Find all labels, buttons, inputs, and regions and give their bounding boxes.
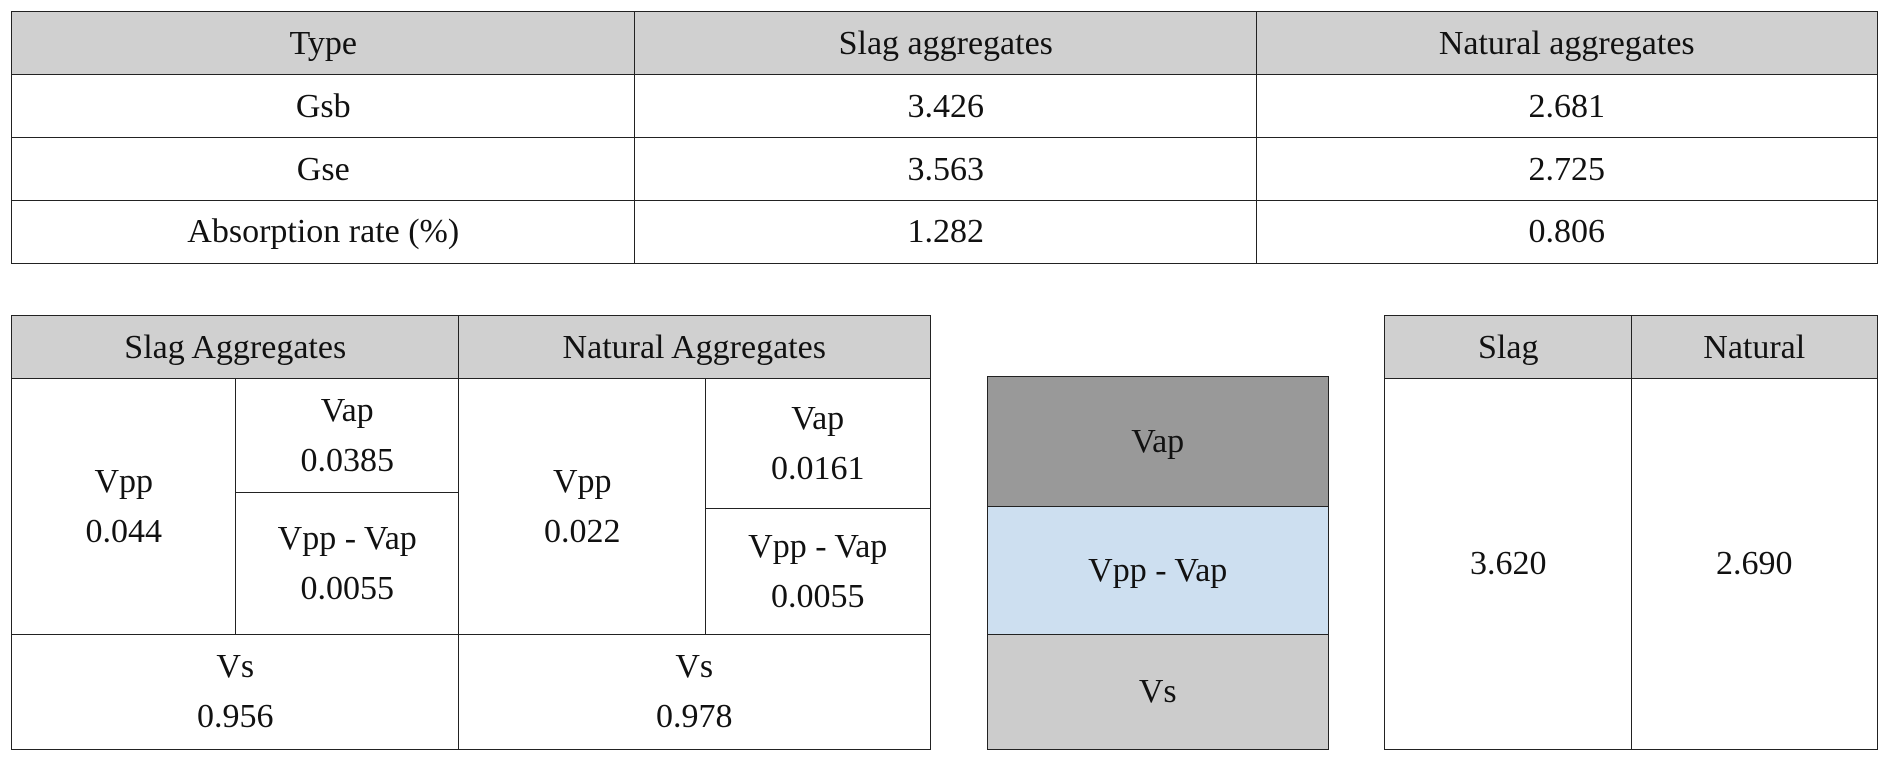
header-cell: Slag: [1384, 315, 1633, 380]
cell-text: Type: [289, 24, 358, 62]
cell-text: Vs: [216, 648, 255, 686]
header-cell: Slag aggregates: [634, 11, 1258, 76]
cell-text: 3.563: [907, 150, 985, 188]
cell-text: Gse: [296, 150, 350, 188]
cell-text: Vpp: [94, 463, 154, 501]
cell-text: Vpp - Vap: [748, 528, 888, 566]
header-cell: Natural Aggregates: [458, 315, 931, 380]
cell-text: Vap: [791, 400, 845, 438]
cell-text: Vap: [320, 392, 374, 430]
table-cell: Vpp - Vap 0.0055: [235, 492, 460, 636]
cell-text: 2.681: [1528, 87, 1606, 125]
table-cell: Gse: [11, 137, 636, 202]
table-cell: Gsb: [11, 74, 636, 139]
cell-text: 0.806: [1528, 213, 1606, 251]
cell-text: 3.620: [1470, 545, 1547, 583]
table-cell: 3.426: [634, 74, 1258, 139]
table-cell: 2.690: [1631, 378, 1878, 750]
table-cell: 3.563: [634, 137, 1258, 202]
header-cell: Natural aggregates: [1256, 11, 1878, 76]
header-cell: Type: [11, 11, 636, 76]
cell-text: 0.044: [85, 512, 163, 550]
cell-text: Vs: [675, 648, 714, 686]
table-cell: 1.282: [634, 200, 1258, 264]
diagram-layer: Vpp - Vap: [987, 506, 1329, 636]
cell-text: Slag Aggregates: [124, 328, 347, 366]
cell-text: Natural Aggregates: [562, 328, 826, 366]
cell-text: 0.978: [656, 697, 733, 735]
cell-text: 0.956: [197, 697, 274, 735]
diagram-layer: Vs: [987, 634, 1329, 750]
cell-text: Vs: [1138, 673, 1177, 711]
header-cell: Slag Aggregates: [11, 315, 460, 380]
cell-text: Gsb: [295, 87, 351, 125]
cell-text: 2.690: [1716, 545, 1793, 583]
cell-text: 0.0385: [300, 441, 395, 479]
cell-text: Vpp - Vap: [1088, 552, 1228, 590]
cell-text: 2.725: [1528, 150, 1606, 188]
cell-text: Vpp: [552, 463, 612, 501]
table-cell: Vs 0.956: [11, 634, 460, 750]
cell-text: 0.0161: [771, 449, 865, 487]
table-cell: 3.620: [1384, 378, 1633, 750]
table-cell: 2.725: [1256, 137, 1878, 202]
cell-text: 0.0055: [300, 569, 395, 607]
cell-text: 0.022: [544, 512, 621, 550]
cell-text: Natural: [1703, 328, 1806, 366]
table-cell: Vap 0.0385: [235, 378, 460, 494]
cell-text: Absorption rate (%): [187, 213, 460, 251]
cell-text: Natural aggregates: [1438, 24, 1695, 62]
cell-text: Vpp - Vap: [277, 520, 417, 558]
table-cell: Vs 0.978: [458, 634, 931, 750]
table-cell: 2.681: [1256, 74, 1878, 139]
cell-text: 1.282: [907, 213, 985, 251]
cell-text: Vap: [1131, 423, 1185, 461]
cell-text: Slag aggregates: [838, 24, 1053, 62]
cell-text: 0.0055: [771, 577, 865, 615]
table-cell: Vpp 0.044: [11, 378, 237, 636]
table-cell: Vpp 0.022: [458, 378, 707, 636]
cell-text: Slag: [1478, 328, 1539, 366]
header-cell: Natural: [1631, 315, 1878, 380]
table-cell: 0.806: [1256, 200, 1878, 264]
table-cell: Absorption rate (%): [11, 200, 636, 264]
diagram-layer: Vap: [987, 376, 1329, 508]
table-cell: Vap 0.0161: [705, 378, 931, 510]
table-cell: Vpp - Vap 0.0055: [705, 508, 931, 636]
cell-text: 3.426: [907, 87, 985, 125]
